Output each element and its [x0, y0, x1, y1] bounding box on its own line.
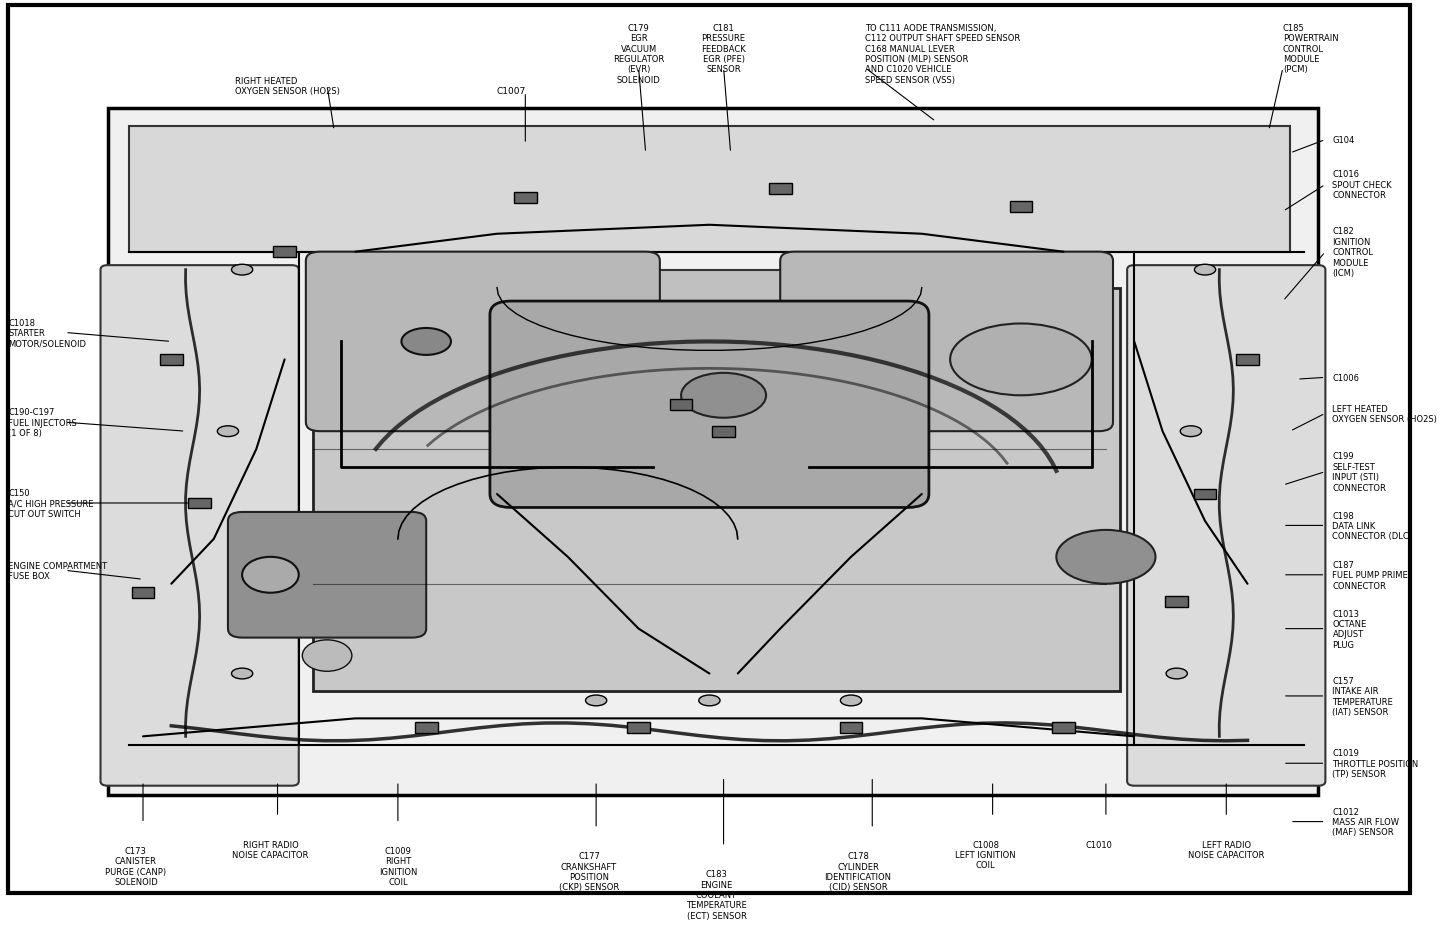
Text: C1008
LEFT IGNITION
COIL: C1008 LEFT IGNITION COIL: [955, 840, 1016, 870]
Text: C187
FUEL PUMP PRIME
CONNECTOR: C187 FUEL PUMP PRIME CONNECTOR: [1332, 560, 1408, 590]
Bar: [1053, 722, 1075, 733]
Text: C1018
STARTER
MOTOR/SOLENOID: C1018 STARTER MOTOR/SOLENOID: [9, 318, 86, 348]
Text: TO C111 AODE TRANSMISSION,
C112 OUTPUT SHAFT SPEED SENSOR
C168 MANUAL LEVER
POSI: TO C111 AODE TRANSMISSION, C112 OUTPUT S…: [865, 24, 1021, 84]
Bar: [131, 588, 154, 599]
Text: C182
IGNITION
CONTROL
MODULE
(ICM): C182 IGNITION CONTROL MODULE (ICM): [1332, 227, 1373, 278]
Text: G104: G104: [1332, 136, 1354, 145]
Bar: [1194, 489, 1216, 500]
Bar: [313, 288, 1120, 692]
Text: RIGHT HEATED
OXYGEN SENSOR (HO2S): RIGHT HEATED OXYGEN SENSOR (HO2S): [234, 77, 339, 96]
Ellipse shape: [1181, 426, 1201, 438]
Text: C1012
MASS AIR FLOW
(MAF) SENSOR: C1012 MASS AIR FLOW (MAF) SENSOR: [1332, 806, 1399, 836]
Ellipse shape: [1057, 530, 1156, 584]
Bar: [188, 498, 211, 509]
Ellipse shape: [1194, 265, 1216, 275]
Text: LEFT RADIO
NOISE CAPACITOR: LEFT RADIO NOISE CAPACITOR: [1188, 840, 1264, 859]
Bar: [328, 271, 1107, 378]
Text: C185
POWERTRAIN
CONTROL
MODULE
(PCM): C185 POWERTRAIN CONTROL MODULE (PCM): [1283, 24, 1338, 74]
FancyBboxPatch shape: [306, 252, 660, 432]
Bar: [108, 109, 1318, 794]
Text: C1009
RIGHT
IGNITION
COIL: C1009 RIGHT IGNITION COIL: [379, 846, 416, 886]
Text: C1016
SPOUT CHECK
CONNECTOR: C1016 SPOUT CHECK CONNECTOR: [1332, 171, 1392, 200]
Text: C1013
OCTANE
ADJUST
PLUG: C1013 OCTANE ADJUST PLUG: [1332, 609, 1367, 649]
Bar: [160, 355, 182, 365]
Bar: [1236, 355, 1259, 365]
Text: C198
DATA LINK
CONNECTOR (DLC): C198 DATA LINK CONNECTOR (DLC): [1332, 511, 1412, 540]
Ellipse shape: [951, 324, 1092, 396]
Ellipse shape: [242, 557, 298, 593]
Text: C1007: C1007: [496, 86, 526, 95]
Text: C199
SELF-TEST
INPUT (STI)
CONNECTOR: C199 SELF-TEST INPUT (STI) CONNECTOR: [1332, 452, 1386, 492]
Ellipse shape: [402, 328, 451, 356]
FancyBboxPatch shape: [1127, 266, 1325, 786]
Bar: [628, 722, 649, 733]
Ellipse shape: [681, 374, 766, 418]
Bar: [128, 127, 1290, 252]
Text: C1006: C1006: [1332, 374, 1360, 383]
Ellipse shape: [232, 668, 253, 679]
Text: C177
CRANKSHAFT
POSITION
(CKP) SENSOR: C177 CRANKSHAFT POSITION (CKP) SENSOR: [559, 851, 619, 892]
Text: C157
INTAKE AIR
TEMPERATURE
(IAT) SENSOR: C157 INTAKE AIR TEMPERATURE (IAT) SENSOR: [1332, 676, 1393, 717]
Bar: [1165, 597, 1188, 607]
FancyBboxPatch shape: [780, 252, 1112, 432]
Text: C190-C197
FUEL INJECTORS
(1 OF 8): C190-C197 FUEL INJECTORS (1 OF 8): [9, 408, 77, 438]
Ellipse shape: [585, 695, 607, 706]
Ellipse shape: [303, 641, 352, 671]
Text: C1019
THROTTLE POSITION
(TP) SENSOR: C1019 THROTTLE POSITION (TP) SENSOR: [1332, 748, 1418, 779]
Bar: [1009, 202, 1032, 213]
Text: C183
ENGINE
COOLANT
TEMPERATURE
(ECT) SENSOR: C183 ENGINE COOLANT TEMPERATURE (ECT) SE…: [686, 870, 747, 920]
Text: LEFT HEATED
OXYGEN SENSOR (HO2S): LEFT HEATED OXYGEN SENSOR (HO2S): [1332, 404, 1437, 424]
Text: C1010: C1010: [1085, 840, 1112, 848]
FancyBboxPatch shape: [100, 266, 298, 786]
Text: C179
EGR
VACUUM
REGULATOR
(EVR)
SOLENOID: C179 EGR VACUUM REGULATOR (EVR) SOLENOID: [613, 24, 664, 84]
FancyBboxPatch shape: [489, 301, 929, 508]
Bar: [670, 400, 693, 411]
Text: C173
CANISTER
PURGE (CANP)
SOLENOID: C173 CANISTER PURGE (CANP) SOLENOID: [105, 846, 166, 886]
Text: ENGINE COMPARTMENT
FUSE BOX: ENGINE COMPARTMENT FUSE BOX: [9, 561, 108, 580]
Bar: [840, 722, 862, 733]
Bar: [514, 193, 537, 204]
Ellipse shape: [232, 265, 253, 275]
FancyBboxPatch shape: [229, 513, 427, 638]
Ellipse shape: [699, 695, 721, 706]
Ellipse shape: [840, 695, 862, 706]
Bar: [274, 247, 296, 258]
Ellipse shape: [1166, 668, 1187, 679]
Text: C181
PRESSURE
FEEDBACK
EGR (PFE)
SENSOR: C181 PRESSURE FEEDBACK EGR (PFE) SENSOR: [702, 24, 745, 74]
Bar: [769, 184, 792, 195]
Ellipse shape: [217, 426, 239, 438]
Text: C150
A/C HIGH PRESSURE
CUT OUT SWITCH: C150 A/C HIGH PRESSURE CUT OUT SWITCH: [9, 489, 95, 518]
Text: C178
CYLINDER
IDENTIFICATION
(CID) SENSOR: C178 CYLINDER IDENTIFICATION (CID) SENSO…: [824, 851, 891, 892]
Text: RIGHT RADIO
NOISE CAPACITOR: RIGHT RADIO NOISE CAPACITOR: [233, 840, 309, 859]
Bar: [415, 722, 438, 733]
Bar: [712, 426, 735, 438]
